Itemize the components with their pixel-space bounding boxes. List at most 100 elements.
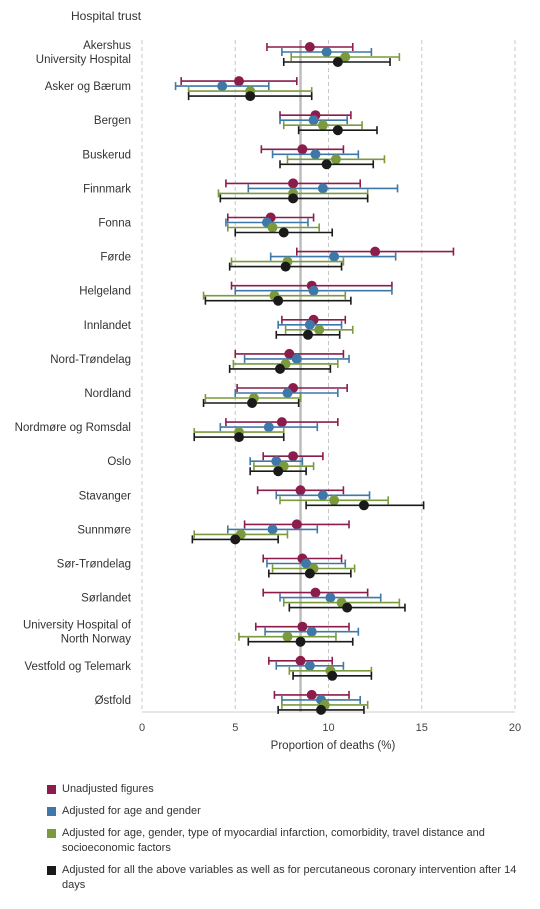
estimate-point <box>310 149 321 160</box>
ci-group <box>281 699 369 710</box>
estimate-point <box>267 524 278 535</box>
estimate-point <box>233 432 244 443</box>
ci-group <box>174 81 270 92</box>
estimate-point <box>370 246 381 257</box>
ci-group <box>279 495 389 506</box>
ci-group <box>275 490 371 501</box>
ci-group <box>253 461 315 472</box>
estimate-point <box>282 631 293 642</box>
ci-group <box>225 178 362 189</box>
chart: Hospital trust 0 5 10 15 20 Akershus Universi… <box>15 9 521 752</box>
trust-label: Nordmøre og Romsdal <box>15 422 131 434</box>
estimate-point <box>332 57 343 67</box>
ci-group <box>284 324 354 335</box>
ci-group <box>262 451 324 462</box>
ci-group <box>226 222 320 233</box>
x-axis-ticks: 0 5 10 15 20 <box>139 722 521 734</box>
trust-label: University Hospital of North Norway <box>23 620 132 646</box>
estimate-point <box>295 655 306 666</box>
ci-group <box>268 568 352 579</box>
ci-group <box>193 529 289 540</box>
ci-group <box>271 149 360 160</box>
estimate-point <box>230 534 241 545</box>
legend-label: Adjusted for all the above variables as … <box>62 864 517 891</box>
estimate-point <box>330 154 341 165</box>
ci-group <box>279 159 375 170</box>
estimate-point <box>317 120 328 131</box>
legend-item: Adjusted for age and gender <box>47 804 532 819</box>
ci-group <box>254 621 350 632</box>
estimate-point <box>327 670 338 681</box>
trust-label: Akershus University Hospital <box>36 40 131 66</box>
estimate-point <box>317 490 328 501</box>
legend-swatch <box>47 829 56 838</box>
header-label: Hospital trust <box>71 9 142 23</box>
ci-group <box>249 456 304 467</box>
estimate-point <box>342 602 353 613</box>
estimate-point <box>304 42 315 52</box>
trust-label-line: University Hospital <box>36 54 131 66</box>
ci-group <box>204 295 352 306</box>
legend-item: Adjusted for age, gender, type of myocar… <box>47 826 532 856</box>
estimate-point <box>308 115 319 126</box>
ci-group <box>266 42 354 52</box>
ci-group <box>247 636 354 647</box>
trust-label: Asker og Bærum <box>45 81 131 93</box>
ci-group <box>234 388 339 398</box>
estimate-point <box>280 261 291 272</box>
ci-group <box>288 602 406 613</box>
legend-item: Unadjusted figures <box>47 782 532 797</box>
estimate-point <box>321 159 332 170</box>
legend-swatch <box>47 785 56 794</box>
ci-group <box>226 524 319 535</box>
gridlines <box>141 40 516 712</box>
ci-group <box>279 115 348 126</box>
x-axis-title: Proportion of deaths (%) <box>271 740 396 752</box>
ci-group <box>292 670 373 681</box>
trust-label: Oslo <box>107 456 131 468</box>
ci-group <box>256 485 345 496</box>
ci-group <box>234 348 345 359</box>
ci-group <box>219 422 319 433</box>
estimate-point <box>314 324 325 335</box>
estimate-point <box>301 558 312 569</box>
ci-group <box>234 227 334 238</box>
x-tick-label: 15 <box>416 722 428 734</box>
ci-group <box>269 251 397 262</box>
trust-label: Fonna <box>98 218 131 230</box>
estimate-point <box>217 81 228 92</box>
ci-group <box>297 125 378 136</box>
ci-group <box>286 154 386 165</box>
ci-group <box>187 91 313 102</box>
estimate-point <box>267 222 278 233</box>
ci-group <box>243 353 350 364</box>
ci-group <box>228 363 332 374</box>
estimate-point <box>284 348 295 359</box>
ci-group <box>264 626 360 637</box>
estimate-point <box>304 660 315 671</box>
estimate-point <box>295 485 306 496</box>
estimate-point <box>297 144 308 155</box>
estimate-point <box>302 329 313 340</box>
estimate-point <box>340 52 351 62</box>
ci-group <box>225 417 339 428</box>
trust-label: Stavanger <box>79 490 132 502</box>
ci-group <box>282 120 363 131</box>
estimate-point <box>278 227 289 238</box>
estimate-point <box>329 251 340 262</box>
ci-group <box>277 319 343 330</box>
estimate-point <box>321 47 332 57</box>
estimate-point <box>275 363 286 374</box>
ci-group <box>305 500 425 511</box>
estimate-point <box>276 417 287 428</box>
ci-group <box>282 57 391 67</box>
estimate-point <box>358 500 369 511</box>
ci-group <box>275 329 341 340</box>
ci-group <box>243 519 350 530</box>
estimate-point <box>310 587 321 598</box>
ci-group <box>191 534 279 545</box>
ci-group <box>266 558 347 569</box>
ci-group <box>275 660 345 671</box>
legend-item: Adjusted for all the above variables as … <box>47 863 532 893</box>
legend-label: Unadjusted figures <box>62 783 154 795</box>
